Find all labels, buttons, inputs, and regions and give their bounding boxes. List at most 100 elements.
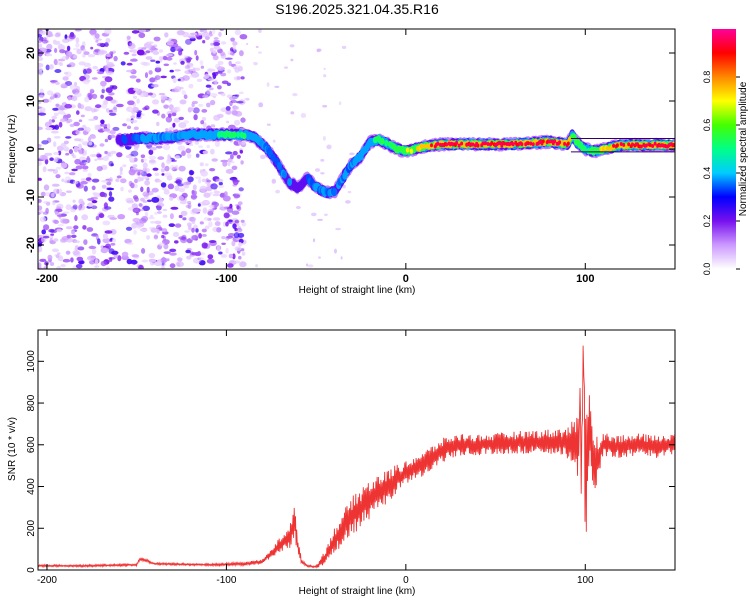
spectrogram-noise-cell [234, 94, 240, 97]
spectrogram-noise-cell [196, 78, 203, 83]
spectrogram-noise-cell [172, 122, 176, 128]
spectrogram-noise-cell [191, 234, 199, 241]
spectrogram-noise-cell [173, 62, 177, 65]
spectrogram-noise-cell [306, 263, 309, 267]
spectrogram-noise-cell [136, 111, 142, 116]
spectrogram-noise-cell [51, 183, 60, 187]
spectrogram-noise-cell [231, 240, 236, 247]
spectrogram-noise-cell [207, 68, 216, 72]
spectrogram-noise-cell [131, 53, 137, 57]
spectrogram-ridge-cell [270, 153, 276, 162]
spectrogram-noise-cell [64, 180, 71, 184]
spectrogram-noise-cell [76, 48, 82, 55]
spectrogram-noise-cell [38, 43, 43, 47]
spectrogram-noise-cell [88, 141, 93, 146]
spectrogram-noise-cell [38, 199, 42, 204]
spectrogram-noise-cell [45, 127, 53, 131]
spectrogram-noise-cell [192, 107, 200, 114]
spectrogram-noise-cell [271, 178, 276, 184]
spectrogram-noise-cell [75, 165, 83, 170]
spectrogram-noise-cell [205, 186, 213, 192]
spectrogram-noise-cell [65, 204, 72, 211]
spectrogram-noise-cell [148, 149, 154, 155]
spectrogram-noise-cell [129, 119, 138, 124]
spectrogram-noise-cell [258, 51, 262, 54]
spectrogram-noise-cell [150, 227, 158, 233]
spectrogram-noise-cell [225, 151, 233, 155]
spectrogram-noise-cell [180, 210, 188, 216]
spectrogram-noise-cell [99, 143, 105, 147]
spectrogram-noise-cell [161, 162, 165, 169]
spectrogram-noise-cell [80, 180, 88, 185]
spectrogram-noise-cell [199, 162, 204, 167]
spectrogram-noise-cell [106, 58, 110, 64]
spectrogram-noise-cell [217, 60, 224, 66]
spectrogram-noise-cell [38, 40, 42, 44]
spectrogram-noise-cell [71, 95, 78, 102]
spectrogram-noise-cell [55, 166, 62, 170]
spectrogram-noise-cell [220, 72, 227, 77]
spectrogram-noise-cell [136, 98, 140, 104]
spectrogram-noise-cell [131, 222, 138, 229]
spectrogram-noise-cell [68, 33, 76, 40]
spectrogram-noise-cell [184, 70, 192, 75]
snr-ytick-label: 0 [26, 567, 37, 573]
spectrogram-noise-cell [87, 54, 96, 58]
spectrogram-noise-cell [195, 176, 202, 180]
spectrogram-noise-cell [49, 235, 54, 240]
spectrogram-noise-cell [110, 229, 117, 235]
spectrogram-noise-cell [258, 29, 262, 33]
spectrogram-noise-cell [226, 206, 234, 213]
spectrogram-noise-cell [94, 158, 98, 162]
spectrogram-noise-cell [151, 187, 159, 193]
spectrogram-ridge-cell [558, 140, 562, 145]
spectrogram-noise-cell [201, 228, 207, 233]
spectrogram-noise-cell [95, 39, 99, 43]
spectrogram-noise-cell [295, 206, 301, 209]
spectrogram-noise-cell [253, 61, 258, 66]
colorbar-tick-label: 0.2 [702, 215, 712, 228]
spectrogram-noise-cell [230, 154, 234, 160]
spectrogram-noise-cell [230, 37, 236, 42]
spectrogram-noise-cell [144, 72, 149, 79]
spectrogram-noise-cell [100, 119, 105, 125]
spectrogram-noise-cell [272, 139, 276, 143]
spectrogram-noise-cell [323, 213, 328, 216]
spectrogram-noise-cell [174, 69, 181, 72]
spectrogram-noise-cell [195, 55, 199, 61]
spectrogram-noise-cell [53, 188, 59, 195]
spectrogram-noise-cell [312, 238, 316, 243]
spectrogram-noise-cell [49, 238, 53, 244]
spectrogram-noise-cell [164, 165, 170, 172]
spectrogram-noise-cell [63, 146, 69, 152]
spectrogram-noise-cell [214, 140, 220, 147]
spectrogram-noise-cell [151, 196, 160, 203]
snr-xtick-label: 0 [403, 575, 409, 586]
spectrogram-noise-cell [77, 127, 85, 131]
spectrogram-noise-cell [161, 173, 165, 176]
spectrogram-noise-cell [120, 186, 124, 192]
spectrogram-noise-cell [186, 153, 192, 159]
spectrogram-noise-cell [58, 104, 67, 111]
spectrogram-noise-cell [129, 157, 135, 162]
spectrogram-noise-cell [122, 164, 127, 168]
spectrogram-noise-cell [320, 172, 325, 175]
spectrogram-noise-cell [141, 248, 146, 254]
spectrogram-ridge-cell [405, 147, 410, 153]
spectrogram-noise-cell [226, 263, 234, 268]
spectrogram-noise-cell [65, 56, 69, 60]
spectrogram-noise-cell [155, 145, 163, 149]
spectrogram-noise-cell [104, 138, 109, 143]
spectrogram-noise-cell [190, 194, 197, 200]
spectrogram-noise-cell [75, 42, 80, 48]
spectrogram-noise-cell [156, 195, 161, 198]
spectrogram-noise-cell [105, 96, 113, 101]
spectrogram-noise-cell [233, 232, 240, 239]
spectrogram-noise-cell [139, 218, 147, 224]
spectrogram-noise-cell [239, 149, 243, 154]
spectrogram-noise-cell [64, 171, 70, 175]
spectrogram-noise-cell [168, 223, 175, 228]
spectrogram-noise-cell [91, 178, 100, 183]
spectrogram-noise-cell [130, 150, 139, 157]
